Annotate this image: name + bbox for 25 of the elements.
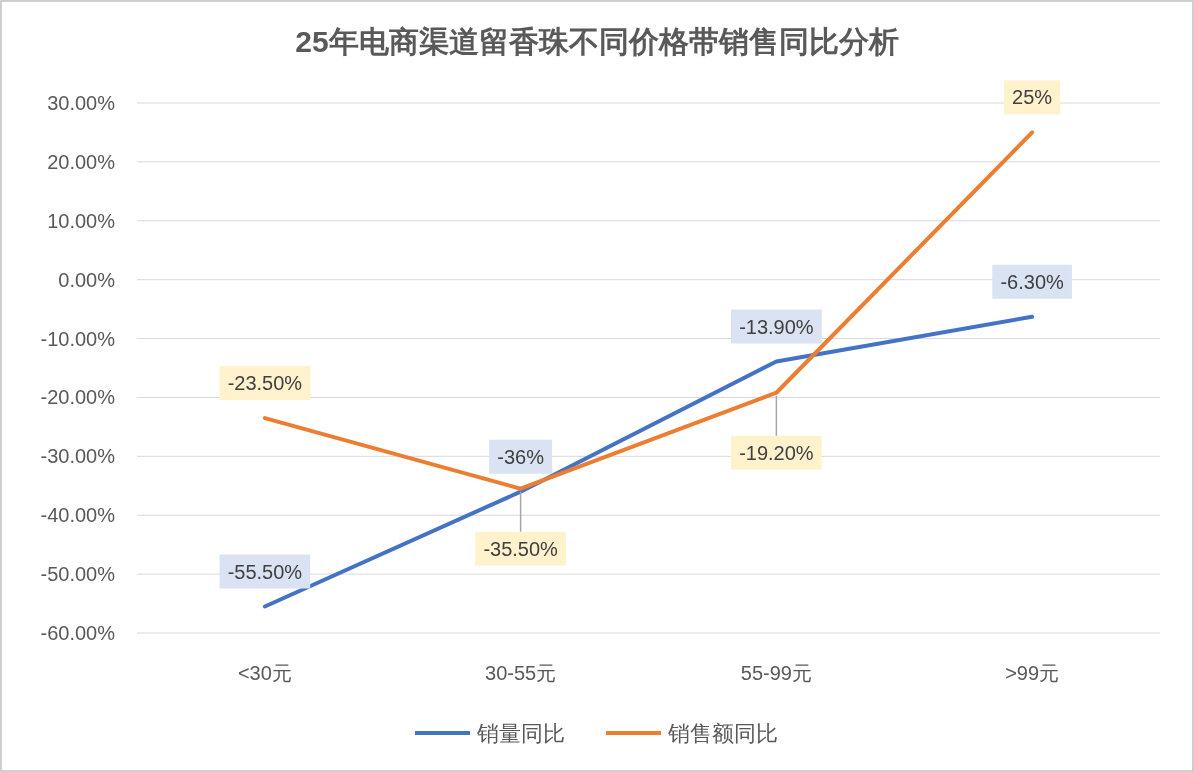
data-label: -35.50% [483, 537, 559, 560]
x-tick-label: 55-99元 [740, 662, 812, 684]
data-label: -13.90% [739, 315, 814, 338]
data-label: 25% [1012, 86, 1053, 109]
legend-label: 销售额同比 [667, 721, 778, 746]
y-tick-label: -50.00% [40, 563, 116, 586]
data-label: -55.50% [227, 560, 303, 583]
x-tick-label: 30-55元 [485, 662, 557, 684]
y-tick-label: -20.00% [40, 386, 116, 409]
data-label: -36% [497, 445, 545, 468]
x-tick-label: <30元 [237, 662, 292, 684]
chart-title: 25年电商渠道留香珠不同价格带销售同比分析 [295, 25, 899, 58]
y-tick-label: 20.00% [47, 150, 116, 173]
x-tick-label: >99元 [1005, 662, 1060, 684]
y-tick-label: -30.00% [40, 445, 116, 468]
legend-label: 销量同比 [476, 721, 565, 746]
y-tick-label: -10.00% [40, 327, 116, 350]
y-tick-label: 0.00% [58, 268, 116, 291]
y-tick-label: -60.00% [40, 622, 116, 644]
y-tick-label: 10.00% [47, 209, 116, 232]
data-label: -6.30% [1000, 270, 1065, 293]
data-label: -23.50% [227, 372, 303, 395]
data-label: -19.20% [739, 441, 814, 464]
y-tick-label: -40.00% [40, 504, 116, 527]
y-tick-label: 30.00% [47, 92, 116, 114]
